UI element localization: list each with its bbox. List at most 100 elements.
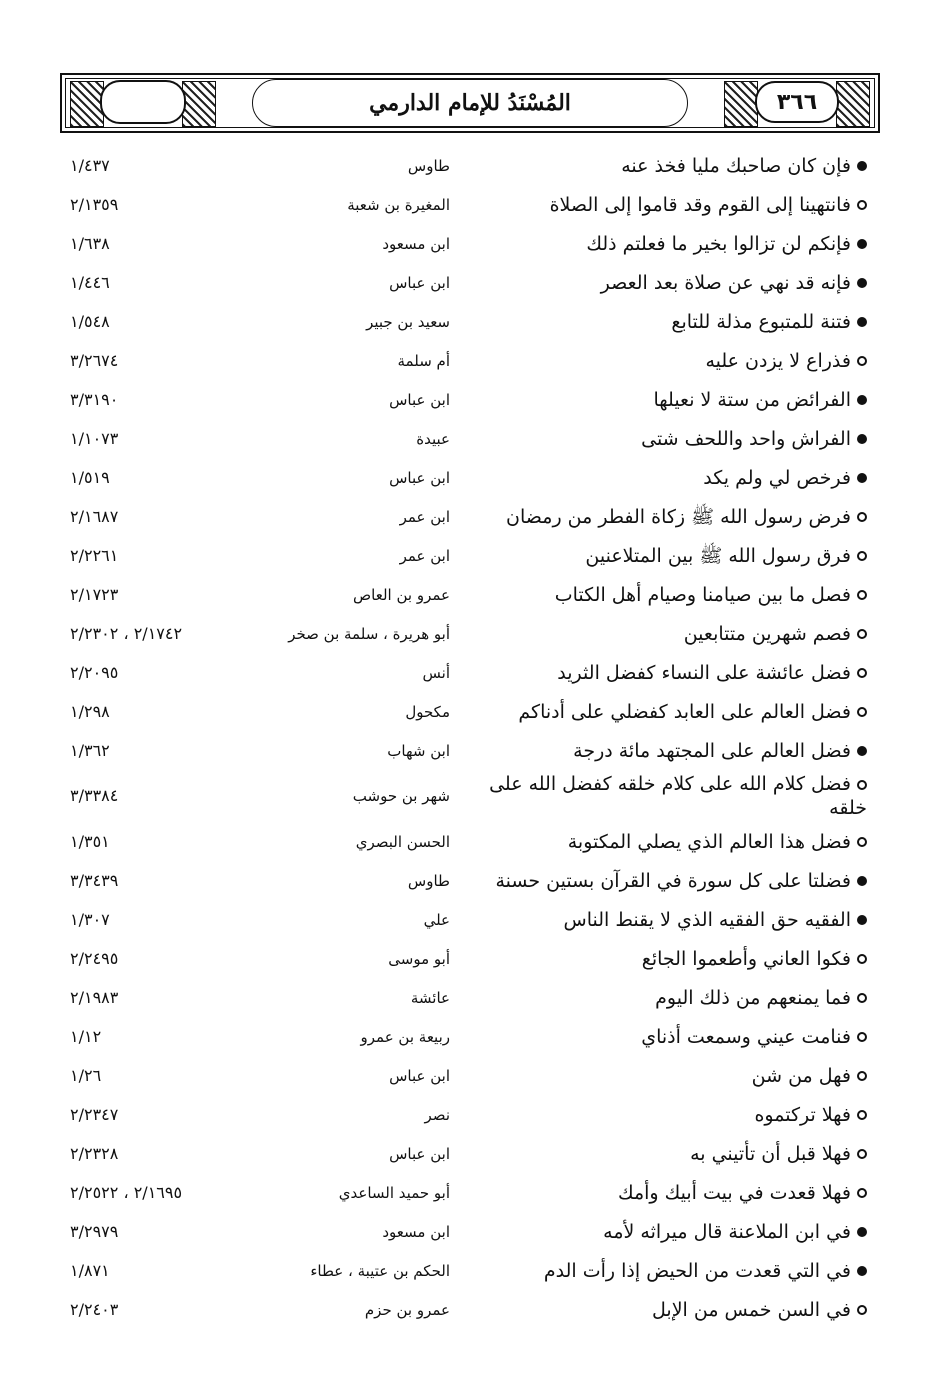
hollow-bullet-icon bbox=[857, 1032, 867, 1042]
hadith-incipit: فهلا تركتموه bbox=[460, 1103, 867, 1127]
index-entry: فنامت عيني وسمعت أذناي ربيعة بن عمرو ١/١٢ bbox=[70, 1017, 867, 1056]
entry-text: فتنة للمتبوع مذلة للتابع bbox=[671, 310, 851, 333]
reference: ٢/٢٣٤٧ bbox=[70, 1104, 119, 1124]
hadith-incipit: فما يمنعهم من ذلك اليوم bbox=[460, 986, 867, 1010]
hadith-incipit: فهل من شن bbox=[460, 1064, 867, 1088]
hollow-bullet-icon bbox=[857, 993, 867, 1003]
narrator: ابن عباس bbox=[389, 273, 450, 292]
entry-text: في السن خمس من الإبل bbox=[652, 1298, 851, 1321]
reference: ٢/٢٤٠٣ bbox=[70, 1299, 119, 1319]
narrator: نصر bbox=[424, 1105, 450, 1124]
narrator: ابن عباس bbox=[389, 390, 450, 409]
hadith-incipit: فكوا العاني وأطعموا الجائع bbox=[460, 947, 867, 971]
reference: ٢/١٧٢٣ bbox=[70, 584, 119, 604]
entry-text: الفرائض من ستة لا نعيلها bbox=[653, 388, 851, 411]
entry-text: فرق رسول الله ﷺ بين المتلاعنين bbox=[585, 544, 851, 567]
narrator: عمرو بن حزم bbox=[364, 1300, 450, 1319]
index-entry: فهلا قبل أن تأتيني به ابن عباس ٢/٢٣٢٨ bbox=[70, 1134, 867, 1173]
hadith-incipit: فضل العالم على المجتهد مائة درجة bbox=[460, 739, 867, 763]
filled-bullet-icon bbox=[857, 915, 867, 925]
hadith-incipit: الفرائض من ستة لا نعيلها bbox=[460, 388, 867, 412]
index-entry: فصل ما بين صيامنا وصيام أهل الكتاب عمرو ب… bbox=[70, 575, 867, 614]
hollow-bullet-icon bbox=[857, 551, 867, 561]
index-entry: فإنه قد نهي عن صلاة بعد العصر ابن عباس ١/٤… bbox=[70, 263, 867, 302]
reference: ١/٤٣٧ bbox=[70, 155, 110, 175]
hadith-incipit: فضل العالم على العابد كفضلي على أدناكم bbox=[460, 700, 867, 724]
filled-bullet-icon bbox=[857, 395, 867, 405]
entry-text: فنامت عيني وسمعت أذناي bbox=[641, 1025, 851, 1048]
index-entry: فرخص لي ولم يكد ابن عباس ١/٥١٩ bbox=[70, 458, 867, 497]
filled-bullet-icon bbox=[857, 1266, 867, 1276]
reference: ٣/٣٣٨٤ bbox=[70, 786, 119, 805]
filled-bullet-icon bbox=[857, 746, 867, 756]
hadith-incipit: فرق رسول الله ﷺ بين المتلاعنين bbox=[460, 544, 867, 568]
hollow-bullet-icon bbox=[857, 512, 867, 522]
running-title: المُسْنَدُ للإمام الدارمي bbox=[252, 79, 688, 127]
index-entry: فرض رسول الله ﷺ زكاة الفطر من رمضان ابن ع… bbox=[70, 497, 867, 536]
reference: ١/٨٧١ bbox=[70, 1260, 110, 1280]
entry-text: فضل العالم على المجتهد مائة درجة bbox=[573, 739, 851, 762]
entry-text: فهلا قبل أن تأتيني به bbox=[690, 1142, 851, 1165]
header-frame bbox=[65, 78, 875, 128]
reference: ١/٥١٩ bbox=[70, 467, 110, 487]
narrator: شهر بن حوشب bbox=[352, 787, 450, 805]
entry-text: فهلا تركتموه bbox=[754, 1103, 851, 1126]
hadith-incipit: في التي قعدت من الحيض إذا رأت الدم bbox=[460, 1259, 867, 1283]
hadith-incipit: فهلا قعدت في بيت أبيك وأمك bbox=[460, 1181, 867, 1205]
narrator: مكحول bbox=[405, 702, 450, 721]
index-entry: في التي قعدت من الحيض إذا رأت الدم الحكم … bbox=[70, 1251, 867, 1290]
entry-text: فضل كلام الله على كلام خلقه كفضل الله عل… bbox=[489, 773, 867, 819]
reference: ١/٤٤٦ bbox=[70, 272, 110, 292]
hadith-incipit: الفقيه حق الفقيه الذي لا يقنط الناس bbox=[460, 908, 867, 932]
entry-text: فإن كان صاحبك مليا فخذ عنه bbox=[621, 154, 851, 177]
reference: ٢/٢٢٦١ bbox=[70, 545, 119, 565]
narrator: عائشة bbox=[410, 988, 450, 1007]
index-entry: فضل كلام الله على كلام خلقه كفضل الله عل… bbox=[70, 770, 867, 822]
hadith-incipit: في ابن الملاعنة قال ميراثه لأمه bbox=[460, 1220, 867, 1244]
reference: ٣/٣٤٣٩ bbox=[70, 870, 119, 890]
narrator: طاوس bbox=[407, 156, 450, 175]
index-entry: فهلا قعدت في بيت أبيك وأمك أبو حميد الساع… bbox=[70, 1173, 867, 1212]
entry-text: فانتهينا إلى القوم وقد قاموا إلى الصلاة bbox=[549, 193, 851, 216]
index-list: فإن كان صاحبك مليا فخذ عنه طاوس ١/٤٣٧ فانته… bbox=[70, 146, 867, 1329]
filled-bullet-icon bbox=[857, 239, 867, 249]
narrator: علي bbox=[423, 910, 450, 929]
reference: ٣/٣١٩٠ bbox=[70, 389, 119, 409]
filled-bullet-icon bbox=[857, 317, 867, 327]
reference: ٢/١٦٩٥ ، ٢/٢٥٢٢ bbox=[70, 1182, 183, 1202]
narrator: أبو هريرة ، سلمة بن صخر bbox=[288, 624, 450, 643]
narrator: أنس bbox=[422, 663, 450, 682]
index-entry: فضل العالم على المجتهد مائة درجة ابن شهاب… bbox=[70, 731, 867, 770]
narrator: الحسن البصري bbox=[355, 832, 450, 851]
hollow-bullet-icon bbox=[857, 1110, 867, 1120]
hollow-bullet-icon bbox=[857, 590, 867, 600]
filled-bullet-icon bbox=[857, 1227, 867, 1237]
index-entry: فهل من شن ابن عباس ١/٢٦ bbox=[70, 1056, 867, 1095]
hadith-incipit: فإن كان صاحبك مليا فخذ عنه bbox=[460, 154, 867, 178]
entry-text: فضل العالم على العابد كفضلي على أدناكم bbox=[518, 700, 851, 723]
narrator: ابن شهاب bbox=[387, 741, 450, 760]
page-number: ٣٦٦ bbox=[755, 81, 839, 123]
ornament-icon bbox=[836, 81, 870, 127]
entry-text: فكوا العاني وأطعموا الجائع bbox=[641, 947, 851, 970]
entry-text: فهلا قعدت في بيت أبيك وأمك bbox=[617, 1181, 851, 1204]
filled-bullet-icon bbox=[857, 161, 867, 171]
index-entry: فضلتا على كل سورة في القرآن بستين حسنة طا… bbox=[70, 861, 867, 900]
entry-text: فصم شهرين متتابعين bbox=[683, 622, 851, 645]
reference: ٣/٢٩٧٩ bbox=[70, 1221, 119, 1241]
filled-bullet-icon bbox=[857, 876, 867, 886]
hadith-incipit: فضل هذا العالم الذي يصلي المكتوبة bbox=[460, 830, 867, 854]
hadith-incipit: في السن خمس من الإبل bbox=[460, 1298, 867, 1322]
reference: ٢/١٩٨٣ bbox=[70, 987, 119, 1007]
hollow-bullet-icon bbox=[857, 837, 867, 847]
hadith-incipit: فرض رسول الله ﷺ زكاة الفطر من رمضان bbox=[460, 505, 867, 529]
hollow-bullet-icon bbox=[857, 1305, 867, 1315]
entry-text: فضل عائشة على النساء كفضل الثريد bbox=[557, 661, 851, 684]
reference: ٢/١٦٨٧ bbox=[70, 506, 119, 526]
index-entry: الفراش واحد واللحف شتى عبيدة ١/١٠٧٣ bbox=[70, 419, 867, 458]
index-entry: الفرائض من ستة لا نعيلها ابن عباس ٣/٣١٩٠ bbox=[70, 380, 867, 419]
hadith-incipit: فرخص لي ولم يكد bbox=[460, 466, 867, 490]
hollow-bullet-icon bbox=[857, 356, 867, 366]
hadith-incipit: فإنه قد نهي عن صلاة بعد العصر bbox=[460, 271, 867, 295]
hollow-bullet-icon bbox=[857, 779, 867, 790]
